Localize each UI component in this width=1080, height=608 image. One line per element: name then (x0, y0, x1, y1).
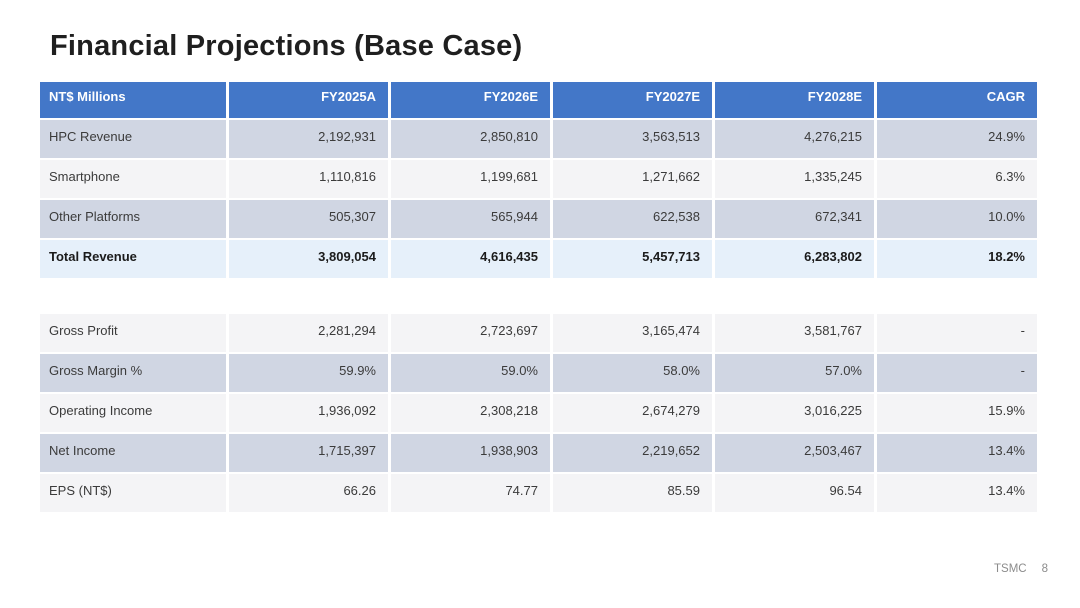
cell: 15.9% (877, 394, 1037, 432)
column-header-units: NT$ Millions (40, 82, 226, 118)
cell: 565,944 (391, 200, 550, 238)
cell: 24.9% (877, 120, 1037, 158)
cell: 3,016,225 (715, 394, 874, 432)
column-header-fy2028e: FY2028E (715, 82, 874, 118)
page-title: Financial Projections (Base Case) (50, 30, 523, 62)
cell: 74.77 (391, 474, 550, 512)
cell: 1,110,816 (229, 160, 388, 198)
financial-projections-table: NT$ Millions FY2025A FY2026E FY2027E FY2… (40, 82, 1037, 514)
cell: 3,581,767 (715, 314, 874, 352)
cell: 85.59 (553, 474, 712, 512)
cell: 10.0% (877, 200, 1037, 238)
row-label: Operating Income (40, 394, 226, 432)
page-number: 8 (1041, 563, 1048, 575)
cell: - (877, 314, 1037, 352)
row-label: Net Income (40, 434, 226, 472)
row-label: EPS (NT$) (40, 474, 226, 512)
table-row-hpc-revenue: HPC Revenue 2,192,931 2,850,810 3,563,51… (40, 120, 1037, 158)
cell: 672,341 (715, 200, 874, 238)
cell: 2,674,279 (553, 394, 712, 432)
cell: 1,938,903 (391, 434, 550, 472)
cell: 96.54 (715, 474, 874, 512)
footer-brand: TSMC (994, 563, 1027, 575)
cell: - (877, 354, 1037, 392)
column-header-fy2025a: FY2025A (229, 82, 388, 118)
table-row-gross-profit: Gross Profit 2,281,294 2,723,697 3,165,4… (40, 314, 1037, 352)
cell: 2,503,467 (715, 434, 874, 472)
cell: 3,809,054 (229, 240, 388, 278)
row-label: Other Platforms (40, 200, 226, 238)
cell: 2,281,294 (229, 314, 388, 352)
row-label: HPC Revenue (40, 120, 226, 158)
cell: 4,276,215 (715, 120, 874, 158)
cell: 59.0% (391, 354, 550, 392)
column-header-fy2026e: FY2026E (391, 82, 550, 118)
cell: 1,335,245 (715, 160, 874, 198)
cell: 3,563,513 (553, 120, 712, 158)
row-label: Smartphone (40, 160, 226, 198)
cell: 1,936,092 (229, 394, 388, 432)
row-label: Gross Profit (40, 314, 226, 352)
cell: 1,199,681 (391, 160, 550, 198)
column-header-cagr: CAGR (877, 82, 1037, 118)
cell: 57.0% (715, 354, 874, 392)
cell: 58.0% (553, 354, 712, 392)
table-header-row: NT$ Millions FY2025A FY2026E FY2027E FY2… (40, 82, 1037, 118)
cell: 6.3% (877, 160, 1037, 198)
table-row-total-revenue: Total Revenue 3,809,054 4,616,435 5,457,… (40, 240, 1037, 278)
cell: 13.4% (877, 474, 1037, 512)
cell: 1,271,662 (553, 160, 712, 198)
cell: 18.2% (877, 240, 1037, 278)
cell: 5,457,713 (553, 240, 712, 278)
cell: 2,723,697 (391, 314, 550, 352)
cell: 2,192,931 (229, 120, 388, 158)
cell: 2,219,652 (553, 434, 712, 472)
cell: 1,715,397 (229, 434, 388, 472)
cell: 3,165,474 (553, 314, 712, 352)
column-header-fy2027e: FY2027E (553, 82, 712, 118)
row-label: Total Revenue (40, 240, 226, 278)
table-section-spacer (40, 280, 1037, 314)
cell: 4,616,435 (391, 240, 550, 278)
row-label: Gross Margin % (40, 354, 226, 392)
cell: 66.26 (229, 474, 388, 512)
cell: 59.9% (229, 354, 388, 392)
cell: 13.4% (877, 434, 1037, 472)
table-row-other-platforms: Other Platforms 505,307 565,944 622,538 … (40, 200, 1037, 238)
slide-footer: TSMC 8 (994, 563, 1048, 575)
cell: 2,308,218 (391, 394, 550, 432)
cell: 622,538 (553, 200, 712, 238)
table-row-eps: EPS (NT$) 66.26 74.77 85.59 96.54 13.4% (40, 474, 1037, 512)
table-row-smartphone: Smartphone 1,110,816 1,199,681 1,271,662… (40, 160, 1037, 198)
cell: 6,283,802 (715, 240, 874, 278)
cell: 2,850,810 (391, 120, 550, 158)
cell: 505,307 (229, 200, 388, 238)
table-row-net-income: Net Income 1,715,397 1,938,903 2,219,652… (40, 434, 1037, 472)
table-row-gross-margin: Gross Margin % 59.9% 59.0% 58.0% 57.0% - (40, 354, 1037, 392)
table-row-operating-income: Operating Income 1,936,092 2,308,218 2,6… (40, 394, 1037, 432)
